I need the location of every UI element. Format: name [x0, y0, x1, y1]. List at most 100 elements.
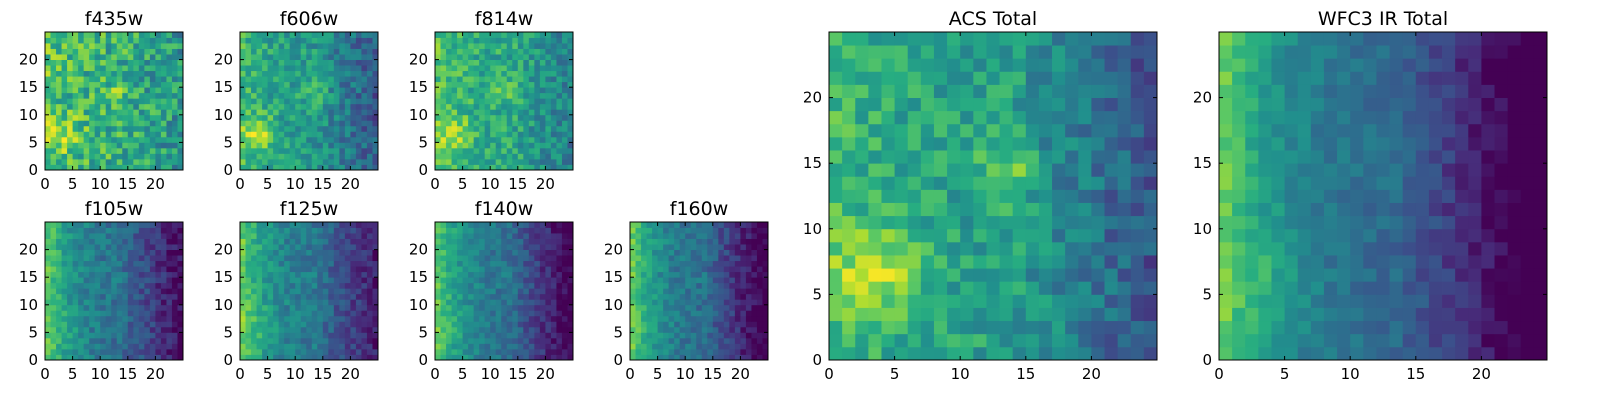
y-tick-label: 5 [418, 323, 428, 341]
x-tick-label: 20 [146, 175, 165, 193]
heatmap-cell [350, 233, 357, 239]
heatmap-cell [89, 310, 96, 317]
heatmap-cell [435, 120, 441, 127]
heatmap-cell [300, 158, 307, 165]
heatmap-cell [144, 131, 151, 138]
heatmap-cell [641, 354, 647, 361]
heatmap-cell [484, 142, 491, 149]
heatmap-cell [295, 332, 302, 339]
heatmap-cell [635, 288, 642, 295]
heatmap-cell [339, 244, 346, 250]
heatmap-cell [435, 337, 441, 344]
heatmap-cell [550, 120, 557, 127]
heatmap-cell [567, 81, 574, 88]
heatmap-cell [657, 244, 664, 250]
heatmap-cell [333, 222, 340, 228]
heatmap-cell [317, 147, 324, 154]
heatmap-cell [723, 354, 730, 361]
heatmap-cell [1065, 281, 1079, 295]
heatmap-cell [663, 249, 670, 256]
heatmap-cell [679, 255, 686, 262]
heatmap-cell [355, 266, 362, 273]
heatmap-cell [133, 92, 140, 99]
heatmap-cell [67, 227, 73, 234]
heatmap-cell [111, 343, 118, 350]
heatmap-cell [1078, 189, 1092, 203]
heatmap-cell [567, 337, 574, 344]
heatmap-cell [457, 337, 463, 344]
heatmap-cell [462, 249, 469, 256]
heatmap-cell [116, 260, 123, 267]
heatmap-cell [155, 120, 162, 127]
heatmap-cell [50, 142, 57, 149]
heatmap-cell [245, 43, 252, 49]
heatmap-cell [267, 271, 274, 278]
heatmap-cell [149, 299, 156, 306]
heatmap-cell [61, 114, 68, 121]
heatmap-cell [155, 233, 162, 239]
heatmap-cell [267, 158, 274, 165]
heatmap-cell [122, 310, 129, 317]
heatmap-cell [479, 326, 486, 333]
heatmap-cell [144, 136, 151, 143]
heatmap-cell [339, 153, 346, 160]
heatmap-cell [105, 299, 112, 306]
heatmap-cell [729, 249, 736, 256]
heatmap-cell [240, 244, 246, 250]
heatmap-cell [111, 147, 118, 154]
heatmap-cell [61, 136, 68, 143]
heatmap-cell [240, 87, 246, 94]
heatmap-cell [712, 266, 719, 273]
heatmap-cell [50, 227, 57, 234]
heatmap-cell [484, 158, 491, 165]
heatmap-cell [528, 87, 535, 94]
heatmap-cell [284, 332, 291, 339]
heatmap-cell [462, 164, 469, 171]
heatmap-cell [561, 32, 568, 38]
heatmap-cell [1117, 202, 1132, 217]
heatmap-cell [690, 310, 697, 317]
heatmap-cell [116, 222, 123, 228]
heatmap-cell [160, 233, 167, 239]
heatmap-cell [333, 255, 340, 262]
y-tick-label: 20 [409, 51, 428, 69]
heatmap-cell [105, 310, 112, 317]
heatmap-cell [339, 54, 346, 60]
heatmap-cell [333, 120, 340, 127]
heatmap-cell [723, 244, 730, 250]
heatmap-cell [160, 120, 167, 127]
heatmap-cell [545, 337, 552, 344]
heatmap-cell [160, 147, 167, 154]
heatmap-cell [641, 326, 647, 333]
heatmap-cell [355, 354, 362, 361]
heatmap-cell [539, 244, 546, 250]
heatmap-cell [501, 249, 508, 256]
heatmap-cell [1078, 163, 1092, 177]
heatmap-cell [295, 227, 302, 234]
heatmap-cell [740, 299, 747, 306]
heatmap-cell [855, 163, 869, 177]
heatmap-cell [561, 98, 568, 105]
heatmap-cell [641, 271, 647, 278]
heatmap-cell [523, 282, 530, 289]
heatmap-cell [484, 103, 491, 110]
heatmap-cell [166, 114, 173, 121]
heatmap-cell [545, 158, 552, 165]
heatmap-cell [567, 120, 574, 127]
heatmap-cell [545, 271, 552, 278]
heatmap-cell [523, 293, 530, 300]
heatmap-cell [451, 304, 458, 311]
heatmap-cell [284, 244, 291, 250]
heatmap-cell [273, 348, 280, 355]
heatmap-cell [468, 43, 475, 49]
heatmap-cell [561, 109, 568, 116]
heatmap-cell [100, 48, 107, 55]
heatmap-cell [561, 244, 568, 250]
heatmap-cell [690, 332, 697, 339]
heatmap-cell [262, 59, 268, 66]
heatmap-cell [696, 343, 703, 350]
heatmap-cell [273, 288, 280, 295]
heatmap-cell [300, 244, 307, 250]
heatmap-cell [256, 136, 263, 143]
y-tick-label: 0 [28, 351, 38, 369]
